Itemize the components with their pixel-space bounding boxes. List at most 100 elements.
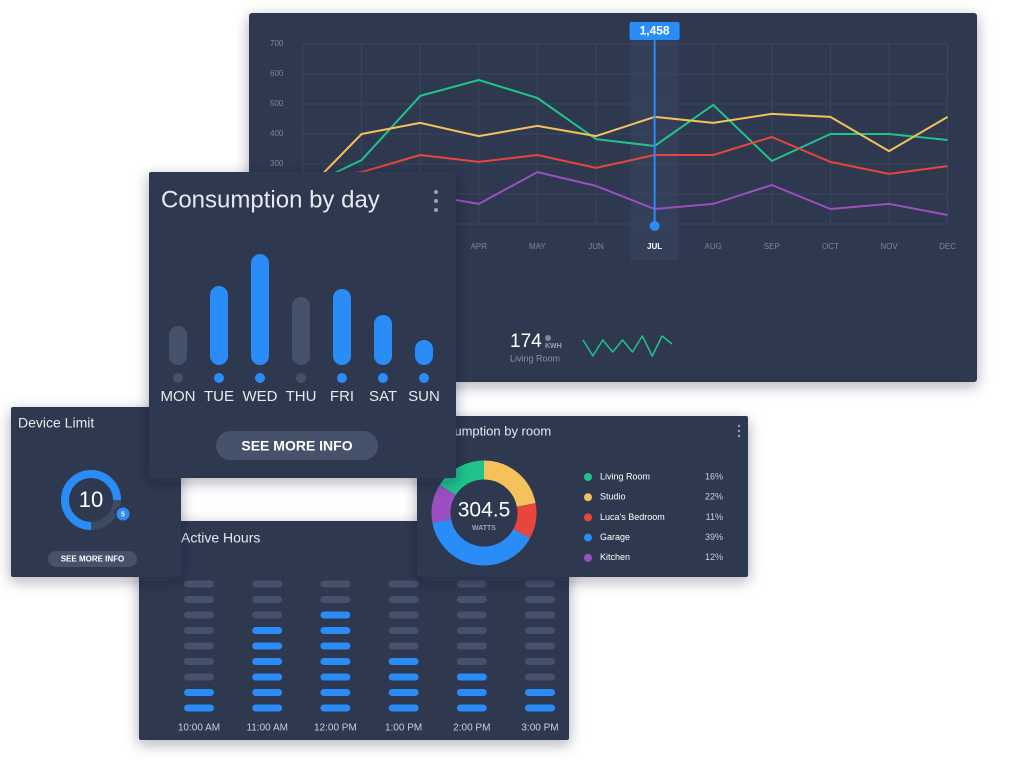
gauge-progress: [61, 470, 121, 530]
day-card: Consumption by day MON TUE WED THU FRI SAT SUN S…: [149, 172, 456, 478]
slot: [388, 642, 419, 650]
slot: [252, 596, 283, 603]
donut-segment: [513, 503, 537, 539]
level: [252, 627, 283, 634]
button[interactable]: [216, 431, 378, 460]
level: [184, 689, 214, 696]
x-tick-label: JUL: [647, 242, 662, 251]
level: [252, 673, 283, 681]
level: [320, 689, 351, 696]
slot: [184, 580, 214, 588]
legend-dot: [584, 533, 592, 542]
menu-dot: [737, 429, 741, 433]
level: [252, 658, 283, 665]
slot: [388, 611, 419, 619]
level: [320, 658, 351, 665]
bar: [374, 315, 392, 365]
bar-dot: [255, 373, 265, 383]
card-title: Active Hours: [181, 530, 260, 546]
level: [525, 689, 555, 696]
legend-dot: [584, 513, 592, 522]
level: [525, 704, 555, 712]
hour-bar: [388, 658, 419, 712]
card: [417, 416, 748, 577]
level: [456, 673, 487, 681]
slot: [525, 580, 555, 588]
slot: [388, 596, 419, 603]
level: [320, 673, 351, 681]
slot: [525, 627, 555, 634]
x-tick-label: 10:00 AM: [178, 723, 220, 734]
series-line: [302, 112, 949, 195]
level: [252, 704, 283, 712]
summary-unit: KWH: [545, 343, 562, 350]
hour-bar: [252, 627, 283, 712]
series-line: [302, 136, 948, 180]
legend-value: 22%: [705, 492, 723, 502]
button[interactable]: [48, 551, 137, 567]
slot: [525, 596, 555, 603]
x-tick-label: THU: [286, 388, 317, 405]
x-tick-label: DEC: [939, 242, 956, 251]
sparkline: [582, 335, 673, 357]
x-tick-label: WED: [243, 388, 278, 405]
tooltip: [629, 22, 680, 40]
slot: [456, 642, 487, 650]
y-tick-label: 400: [270, 129, 284, 138]
slot: [525, 611, 555, 619]
slot: [388, 580, 419, 588]
x-tick-label: FRI: [330, 388, 354, 405]
legend-value: 39%: [705, 532, 723, 542]
level: [388, 673, 419, 681]
y-tick-label: 500: [270, 99, 284, 108]
level: [320, 611, 351, 619]
slot: [320, 596, 351, 603]
bar-dot: [337, 373, 347, 383]
x-tick-label: MAY: [529, 242, 546, 251]
y-tick-label: 300: [270, 159, 284, 168]
menu-dot: [434, 199, 438, 203]
bar-dot: [214, 373, 224, 383]
donut-total: 304.5: [458, 499, 511, 522]
donut-segment: [432, 518, 531, 566]
donut-segment: [439, 460, 485, 496]
level: [456, 689, 487, 696]
bar: [415, 340, 433, 365]
x-tick-label: OCT: [822, 242, 839, 251]
menu-dot: [737, 434, 741, 438]
slot: [525, 642, 555, 650]
level: [388, 689, 419, 696]
x-tick-label: SEP: [764, 242, 780, 251]
bar-dot: [419, 373, 429, 383]
hour-bar: [184, 689, 214, 712]
hour-bar: [525, 689, 555, 712]
x-tick-label: APR: [471, 242, 488, 251]
y-tick-label: 600: [270, 69, 284, 78]
slot: [456, 658, 487, 665]
legend-dot: [584, 553, 592, 562]
menu-dot: [434, 190, 438, 194]
level: [320, 704, 351, 712]
x-tick-label: SUN: [408, 388, 440, 405]
slot: [184, 627, 214, 634]
level: [388, 704, 419, 712]
summary-value: 174: [510, 331, 542, 352]
button-label: SEE MORE INFO: [241, 438, 352, 454]
legend-label: Luca's Bedroom: [600, 512, 665, 522]
legend-label: Kitchen: [600, 552, 630, 562]
bar: [292, 297, 310, 365]
bar: [251, 254, 269, 365]
legend-value: 11%: [706, 512, 723, 522]
level: [456, 704, 487, 712]
slot: [456, 611, 487, 619]
legend-label: Garage: [600, 532, 630, 542]
x-tick-label: SAT: [369, 388, 397, 405]
bar-dot: [378, 373, 388, 383]
card-title: Consumption by day: [161, 186, 380, 213]
tooltip-label: 1,458: [640, 24, 670, 38]
slot: [388, 627, 419, 634]
bar: [333, 289, 351, 365]
unit-dot: [545, 335, 551, 341]
x-tick-label: AUG: [705, 242, 722, 251]
